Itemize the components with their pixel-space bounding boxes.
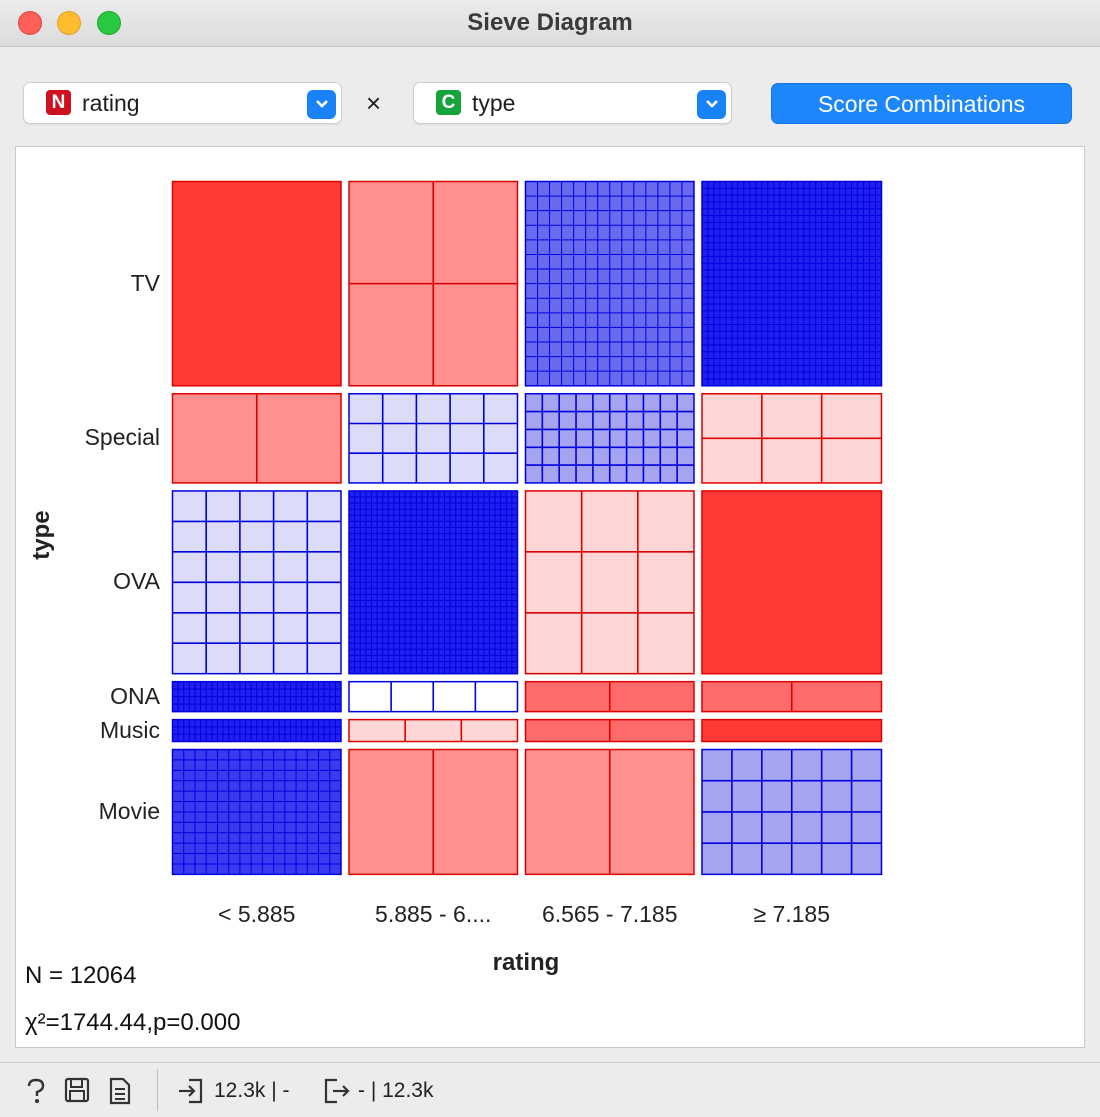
chevron-down-icon[interactable] (697, 90, 726, 119)
cross-symbol: × (366, 88, 382, 118)
column-variable-label: type (472, 90, 516, 116)
sieve-cell-music-3 (524, 718, 695, 743)
sieve-cell-movie-4 (701, 748, 883, 876)
maximize-window-button[interactable] (97, 11, 121, 35)
sieve-cell-ona-2 (348, 680, 519, 713)
title-bar: Sieve Diagram (0, 0, 1100, 47)
sample-size: N = 12064 (25, 962, 137, 989)
output-summary: - | 12.3k (358, 1079, 434, 1102)
column-label-2: 5.885 - 6.... (375, 901, 492, 927)
sieve-plot-panel: type rating TV Special OVA ONA Music Movie < … (15, 146, 1085, 1048)
close-window-button[interactable] (18, 11, 42, 35)
sieve-cell-ona-1 (171, 680, 342, 713)
categorical-variable-badge: C (436, 90, 461, 115)
score-combinations-button[interactable]: Score Combinations (771, 83, 1072, 124)
sieve-cell-ona-4 (701, 680, 883, 713)
x-axis-title: rating (492, 949, 560, 976)
row-label-music: Music (99, 716, 160, 743)
row-label-ona: ONA (110, 682, 160, 709)
column-label-4: ≥ 7.185 (753, 901, 831, 927)
column-label-1: < 5.885 (218, 901, 296, 927)
sieve-cell-ova-4 (701, 490, 883, 675)
sieve-cell-movie-2 (348, 748, 519, 876)
save-icon[interactable] (64, 1077, 90, 1110)
row-label-tv: TV (130, 269, 160, 296)
input-icon (177, 1077, 205, 1112)
sieve-cell-special-3 (524, 393, 695, 484)
window-title: Sieve Diagram (467, 9, 633, 36)
report-icon[interactable] (108, 1077, 132, 1112)
sieve-cell-music-4 (701, 718, 883, 743)
sieve-cell-music-1 (171, 718, 342, 743)
status-separator (157, 1069, 158, 1111)
sieve-cell-ova-3 (524, 490, 695, 675)
row-label-special: Special (84, 424, 160, 451)
sieve-cell-special-2 (348, 393, 519, 484)
numeric-variable-badge: N (46, 90, 71, 115)
column-variable-select[interactable]: C type (413, 82, 732, 124)
row-label-movie: Movie (98, 797, 160, 824)
sieve-cell-movie-1 (171, 748, 342, 876)
sieve-cell-music-2 (348, 718, 519, 743)
sieve-cell-special-4 (701, 393, 883, 484)
sieve-cell-ova-2 (348, 490, 519, 675)
sieve-cell-tv-1 (171, 180, 342, 387)
row-variable-label: rating (82, 90, 140, 116)
chevron-down-icon[interactable] (307, 90, 336, 119)
sieve-cell-ona-3 (524, 680, 695, 713)
input-summary: 12.3k | - (214, 1079, 290, 1102)
sieve-cell-tv-2 (348, 180, 519, 387)
column-label-3: 6.565 - 7.185 (541, 901, 678, 927)
output-icon (323, 1077, 351, 1112)
sieve-cell-ova-1 (171, 490, 342, 675)
sieve-cell-tv-3 (524, 180, 695, 387)
y-axis-title: type (28, 510, 55, 560)
chi-square-statistic: χ²=1744.44,p=0.000 (25, 1009, 241, 1036)
status-bar: 12.3k | - - | 12.3k (0, 1062, 1100, 1117)
help-icon[interactable] (24, 1077, 48, 1112)
row-label-ova: OVA (113, 568, 160, 595)
sieve-cell-movie-3 (524, 748, 695, 876)
sieve-cell-tv-4 (701, 180, 883, 387)
sieve-cell-special-1 (171, 393, 342, 484)
minimize-window-button[interactable] (57, 11, 81, 35)
row-variable-select[interactable]: N rating (23, 82, 342, 124)
sieve-diagram (171, 180, 883, 876)
